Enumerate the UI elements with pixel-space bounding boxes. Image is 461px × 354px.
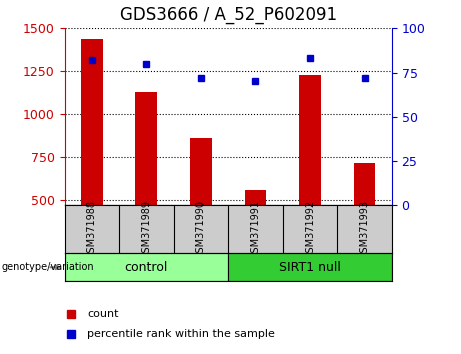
Bar <box>354 163 375 205</box>
Bar <box>244 190 266 205</box>
Bar <box>81 39 103 205</box>
Text: GSM371992: GSM371992 <box>305 200 315 259</box>
Text: GSM371991: GSM371991 <box>250 200 260 259</box>
Bar <box>65 253 228 281</box>
Bar <box>136 92 157 205</box>
Text: GSM371989: GSM371989 <box>142 200 151 259</box>
Text: SIRT1 null: SIRT1 null <box>279 261 341 274</box>
Bar <box>228 253 392 281</box>
Text: percentile rank within the sample: percentile rank within the sample <box>88 329 275 339</box>
Text: GSM371993: GSM371993 <box>360 200 370 259</box>
Title: GDS3666 / A_52_P602091: GDS3666 / A_52_P602091 <box>120 6 337 24</box>
Text: GSM371990: GSM371990 <box>196 200 206 259</box>
Text: control: control <box>124 261 168 274</box>
Bar <box>190 138 212 205</box>
Text: genotype/variation: genotype/variation <box>1 262 94 272</box>
Text: count: count <box>88 309 119 319</box>
Bar <box>299 75 321 205</box>
Text: GSM371988: GSM371988 <box>87 200 97 259</box>
